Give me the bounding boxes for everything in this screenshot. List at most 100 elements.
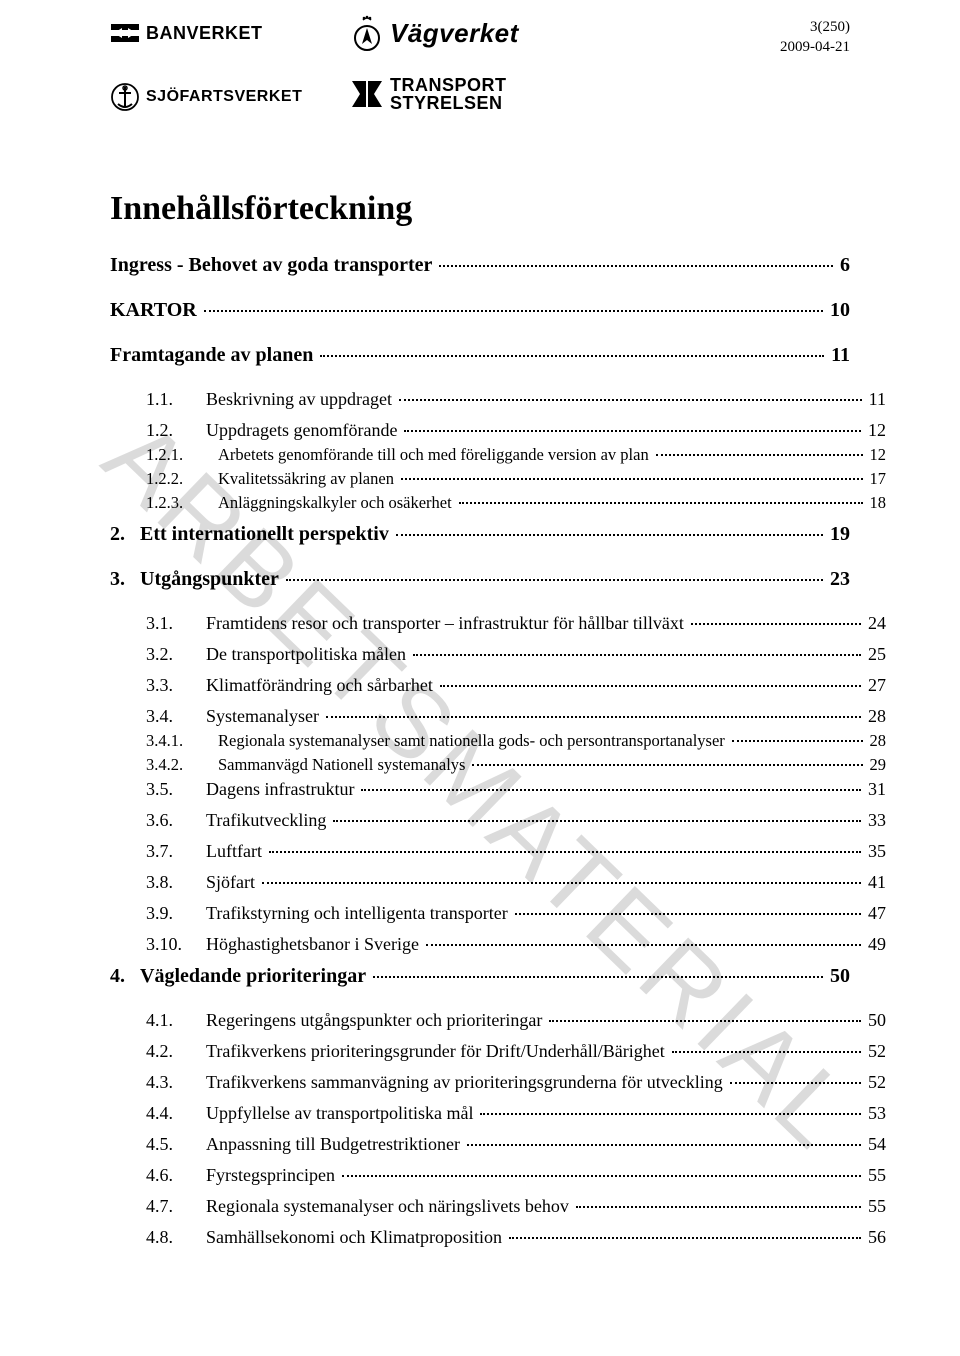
- toc-entry: 1.2.1.Arbetets genomförande till och med…: [110, 443, 886, 467]
- toc-leader: [549, 1020, 861, 1022]
- toc-label: Luftfart: [206, 841, 266, 862]
- toc-label: Vägledande prioriteringar: [140, 965, 370, 988]
- toc-entry: 4.6.Fyrstegsprincipen55: [110, 1163, 886, 1188]
- toc-number: 3.9.: [146, 903, 206, 924]
- toc-leader: [472, 764, 862, 766]
- toc-number: 1.2.: [146, 420, 206, 441]
- toc-page: 19: [826, 523, 850, 546]
- toc-number: 3.7.: [146, 841, 206, 862]
- toc-page: 52: [864, 1041, 886, 1062]
- toc-leader: [204, 310, 823, 312]
- toc-number: 3.4.2.: [146, 755, 218, 775]
- toc-entry: 3. Utgångspunkter 23: [110, 566, 850, 593]
- toc-number: 3.: [110, 568, 140, 591]
- toc-number: 3.10.: [146, 934, 206, 955]
- toc-number: 1.2.1.: [146, 445, 218, 465]
- toc-label: Sjöfart: [206, 872, 259, 893]
- toc-label: Anläggningskalkyler och osäkerhet: [218, 493, 456, 513]
- toc-entry: 3.8.Sjöfart41: [110, 870, 886, 895]
- page-title: Innehållsförteckning: [110, 190, 850, 228]
- toc-page: 11: [827, 344, 850, 367]
- toc-leader: [399, 399, 862, 401]
- toc-page: 23: [826, 568, 850, 591]
- toc-entry: 2. Ett internationellt perspektiv19: [110, 521, 850, 548]
- toc-entry: 1.2.3.Anläggningskalkyler och osäkerhet1…: [110, 491, 886, 515]
- toc-label: Trafikverkens sammanvägning av prioriter…: [206, 1072, 727, 1093]
- toc-page: 54: [864, 1134, 886, 1155]
- toc-label: Anpassning till Budgetrestriktioner: [206, 1134, 464, 1155]
- toc-page: 10: [826, 299, 850, 322]
- toc-entry: 3.9.Trafikstyrning och intelligenta tran…: [110, 901, 886, 926]
- logo-sjofart: SJÖFARTSVERKET: [110, 82, 302, 112]
- toc-leader: [262, 882, 861, 884]
- toc-number: 4.1.: [146, 1010, 206, 1031]
- toc-number: 4.5.: [146, 1134, 206, 1155]
- toc-label: Klimatförändring och sårbarhet: [206, 675, 437, 696]
- toc-entry: 4.7.Regionala systemanalyser och närings…: [110, 1194, 886, 1219]
- toc-entry: 3.2.De transportpolitiska målen25: [110, 642, 886, 667]
- toc-number: 3.5.: [146, 779, 206, 800]
- logo-transport-l2: STYRELSEN: [390, 94, 507, 112]
- toc-page: 27: [864, 675, 886, 696]
- toc-number: 3.2.: [146, 644, 206, 665]
- toc-label: Dagens infrastruktur: [206, 779, 358, 800]
- toc-leader: [730, 1082, 861, 1084]
- page-number: 3(250): [780, 18, 850, 38]
- toc-number: 3.4.: [146, 706, 206, 727]
- toc-number: 2.: [110, 523, 140, 546]
- transport-icon: [350, 77, 384, 111]
- toc-label: Framtidens resor och transporter – infra…: [206, 613, 688, 634]
- toc-entry: 1.2.2.Kvalitetssäkring av planen17: [110, 467, 886, 491]
- logo-vagverket: Vägverket: [350, 14, 519, 52]
- toc-page: 24: [864, 613, 886, 634]
- toc-leader: [691, 623, 861, 625]
- toc-leader: [286, 579, 823, 581]
- banverket-icon: [110, 20, 140, 46]
- logo-vagverket-text: Vägverket: [390, 18, 519, 49]
- toc-page: 41: [864, 872, 886, 893]
- toc-entry: 3.6.Trafikutveckling 33: [110, 808, 886, 833]
- toc-label: Trafikutveckling: [206, 810, 330, 831]
- toc-page: 33: [864, 810, 886, 831]
- toc-leader: [440, 685, 861, 687]
- toc-leader: [576, 1206, 861, 1208]
- toc-leader: [361, 789, 861, 791]
- toc-entry: 4.4.Uppfyllelse av transportpolitiska må…: [110, 1101, 886, 1126]
- toc-label: Höghastighetsbanor i Sverige: [206, 934, 423, 955]
- toc-label: KARTOR: [110, 299, 201, 322]
- toc-leader: [439, 265, 833, 267]
- toc-label: Arbetets genomförande till och med förel…: [218, 445, 653, 465]
- toc-leader: [401, 478, 863, 480]
- toc-number: 4.4.: [146, 1103, 206, 1124]
- toc-number: 4.3.: [146, 1072, 206, 1093]
- toc-label: Uppfyllelse av transportpolitiska mål: [206, 1103, 477, 1124]
- toc-label: Trafikstyrning och intelligenta transpor…: [206, 903, 512, 924]
- toc-entry: Ingress - Behovet av goda transporter6: [110, 252, 850, 279]
- toc-number: 3.6.: [146, 810, 206, 831]
- toc-label: Trafikverkens prioriteringsgrunder för D…: [206, 1041, 669, 1062]
- logo-transport-l1: TRANSPORT: [390, 76, 507, 94]
- toc-page: 12: [866, 445, 887, 465]
- toc-entry: 4.8.Samhällsekonomi och Klimatpropositio…: [110, 1225, 886, 1250]
- toc-page: 53: [864, 1103, 886, 1124]
- toc-entry: 4. Vägledande prioriteringar50: [110, 963, 850, 990]
- toc-label: Utgångspunkter: [140, 568, 283, 591]
- toc-leader: [326, 716, 861, 718]
- toc-entry: 3.1.Framtidens resor och transporter – i…: [110, 611, 886, 636]
- toc-entry: 1.1.Beskrivning av uppdraget11: [110, 387, 886, 412]
- toc-label: Framtagande av planen: [110, 344, 317, 367]
- toc-number: 1.2.2.: [146, 469, 218, 489]
- toc-leader: [459, 502, 863, 504]
- toc-entry: 3.10.Höghastighetsbanor i Sverige49: [110, 932, 886, 957]
- toc-entry: 3.7.Luftfart35: [110, 839, 886, 864]
- toc-leader: [515, 913, 861, 915]
- logo-transport: TRANSPORT STYRELSEN: [350, 76, 507, 112]
- logo-banverket: BANVERKET: [110, 20, 263, 46]
- toc-leader: [333, 820, 861, 822]
- toc-label: Uppdragets genomförande: [206, 420, 401, 441]
- toc-label: Kvalitetssäkring av planen: [218, 469, 398, 489]
- toc-page: 25: [864, 644, 886, 665]
- toc-leader: [672, 1051, 861, 1053]
- toc-label: Samhällsekonomi och Klimatproposition: [206, 1227, 506, 1248]
- toc-number: 4.2.: [146, 1041, 206, 1062]
